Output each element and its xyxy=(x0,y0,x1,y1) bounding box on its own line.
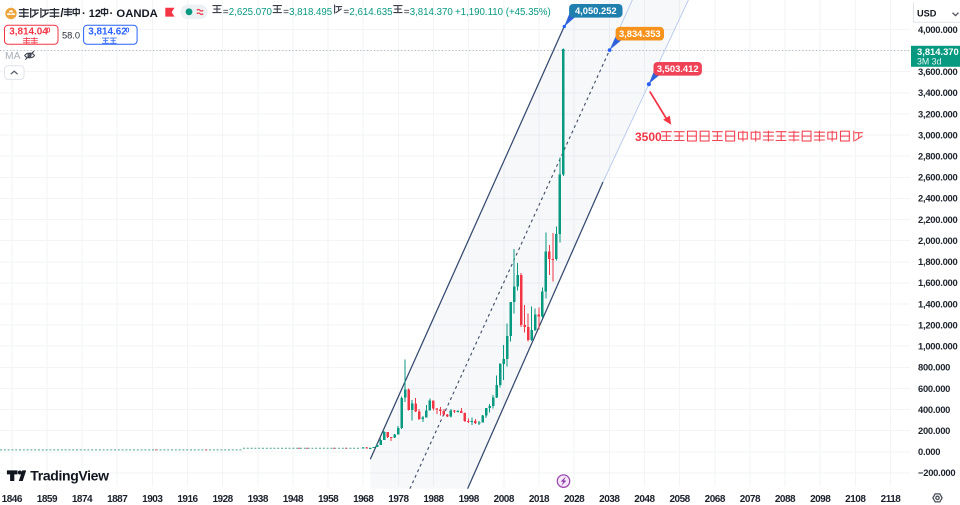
svg-text:3,814.370: 3,814.370 xyxy=(917,46,959,57)
svg-text:1903: 1903 xyxy=(142,494,163,505)
svg-text:1859: 1859 xyxy=(37,494,58,505)
svg-text:1958: 1958 xyxy=(318,494,339,505)
svg-text:1,600.000: 1,600.000 xyxy=(918,277,957,288)
svg-text:2028: 2028 xyxy=(564,494,585,505)
svg-text:TradingView: TradingView xyxy=(30,468,109,484)
svg-text:3,600.000: 3,600.000 xyxy=(918,66,957,77)
svg-text:1,800.000: 1,800.000 xyxy=(918,256,957,267)
svg-text:0.000: 0.000 xyxy=(918,446,940,457)
svg-text:2118: 2118 xyxy=(881,494,902,505)
svg-text:1938: 1938 xyxy=(248,494,269,505)
svg-text:3,818.495: 3,818.495 xyxy=(289,7,332,18)
svg-text:· 12: · 12 xyxy=(82,8,101,20)
svg-text:800.000: 800.000 xyxy=(918,362,950,373)
svg-text:3,814.370: 3,814.370 xyxy=(410,7,454,18)
svg-text:2018: 2018 xyxy=(529,494,550,505)
svg-text:3,814.04: 3,814.04 xyxy=(9,27,48,38)
svg-text:USD: USD xyxy=(917,9,937,19)
svg-text:3M 3d: 3M 3d xyxy=(917,57,942,67)
svg-text:2098: 2098 xyxy=(810,494,831,505)
svg-text:3,814.62: 3,814.62 xyxy=(88,27,127,38)
svg-text:1948: 1948 xyxy=(283,494,304,505)
svg-text:1968: 1968 xyxy=(353,494,374,505)
svg-text:1887: 1887 xyxy=(107,494,128,505)
svg-text:2088: 2088 xyxy=(775,494,796,505)
svg-text:2058: 2058 xyxy=(669,494,690,505)
svg-text:=: = xyxy=(283,7,289,18)
svg-text:1998: 1998 xyxy=(459,494,480,505)
svg-text:2038: 2038 xyxy=(599,494,620,505)
svg-text:3,503.412: 3,503.412 xyxy=(657,63,699,74)
svg-text:2008: 2008 xyxy=(494,494,515,505)
svg-text:4,050.252: 4,050.252 xyxy=(575,5,617,16)
svg-text:1,000.000: 1,000.000 xyxy=(918,341,957,352)
svg-text:2,000.000: 2,000.000 xyxy=(918,235,957,246)
svg-text:/: / xyxy=(60,7,64,20)
svg-text:+1,190.110 (+45.35%): +1,190.110 (+45.35%) xyxy=(455,7,551,18)
svg-text:1978: 1978 xyxy=(388,494,409,505)
svg-text:0: 0 xyxy=(47,27,51,34)
svg-text:3,200.000: 3,200.000 xyxy=(918,108,957,119)
svg-text:1846: 1846 xyxy=(2,494,23,505)
svg-text:4,000.000: 4,000.000 xyxy=(918,24,957,35)
svg-text:2068: 2068 xyxy=(705,494,726,505)
svg-text:1,200.000: 1,200.000 xyxy=(918,319,957,330)
svg-text:MA: MA xyxy=(5,51,21,62)
svg-text:−200.000: −200.000 xyxy=(918,467,955,478)
svg-text:2,614.635: 2,614.635 xyxy=(349,7,392,18)
svg-text:=: = xyxy=(404,7,410,18)
svg-text:=: = xyxy=(343,7,349,18)
svg-text:2,200.000: 2,200.000 xyxy=(918,214,957,225)
svg-text:400.000: 400.000 xyxy=(918,404,950,415)
svg-text:1916: 1916 xyxy=(177,494,198,505)
svg-text:1,400.000: 1,400.000 xyxy=(918,298,957,309)
svg-text:3,834.353: 3,834.353 xyxy=(619,28,661,39)
svg-text:2078: 2078 xyxy=(740,494,761,505)
svg-text:· OANDA: · OANDA xyxy=(110,8,158,20)
svg-text:200.000: 200.000 xyxy=(918,425,950,436)
svg-text:2,625.070: 2,625.070 xyxy=(229,7,273,18)
svg-text:1988: 1988 xyxy=(423,494,444,505)
svg-text:2,400.000: 2,400.000 xyxy=(918,193,957,204)
svg-text:1928: 1928 xyxy=(212,494,233,505)
svg-text:=: = xyxy=(223,7,229,18)
svg-text:3,000.000: 3,000.000 xyxy=(918,129,957,140)
svg-text:600.000: 600.000 xyxy=(918,383,950,394)
svg-text:1874: 1874 xyxy=(72,494,93,505)
svg-text:3,400.000: 3,400.000 xyxy=(918,87,957,98)
svg-text:2,800.000: 2,800.000 xyxy=(918,151,957,162)
svg-text:3500: 3500 xyxy=(635,130,662,144)
svg-text:58.0: 58.0 xyxy=(62,30,80,40)
svg-text:2048: 2048 xyxy=(634,494,655,505)
svg-text:0: 0 xyxy=(126,27,130,34)
svg-text:2,600.000: 2,600.000 xyxy=(918,172,957,183)
svg-text:2108: 2108 xyxy=(845,494,866,505)
